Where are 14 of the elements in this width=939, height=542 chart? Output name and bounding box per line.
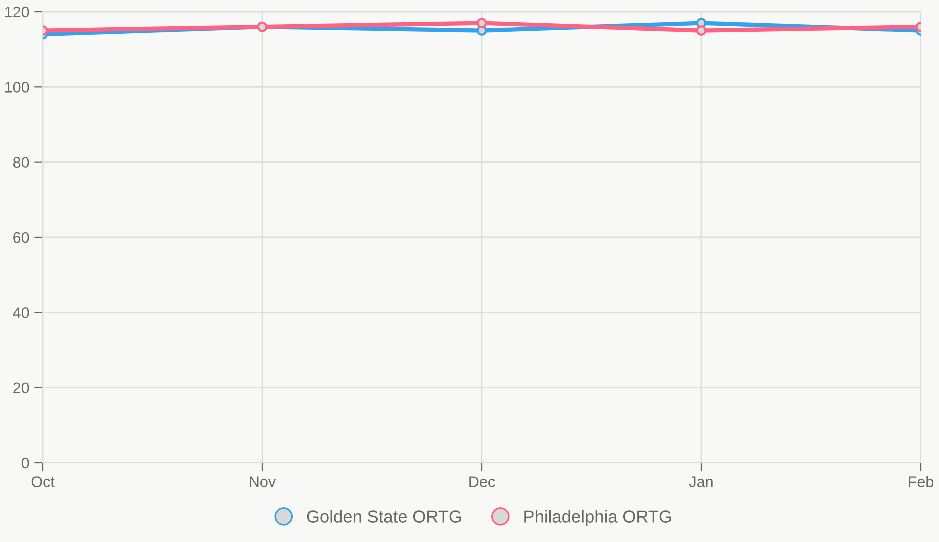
legend-label: Golden State ORTG xyxy=(307,510,462,523)
y-tick-label: 100 xyxy=(5,82,30,93)
x-tick-label: Feb xyxy=(909,476,934,488)
y-tick-label: 0 xyxy=(22,458,30,469)
x-tick-label: Jan xyxy=(689,476,713,488)
x-tick-label: Dec xyxy=(470,476,496,488)
legend-label: Philadelphia ORTG xyxy=(524,510,672,526)
y-tick-label: 80 xyxy=(13,157,30,168)
y-tick-label: 20 xyxy=(14,382,30,394)
y-tick-label: 60 xyxy=(14,232,30,244)
x-tick-label: Oct xyxy=(32,476,55,488)
x-tick-label: Nov xyxy=(250,476,276,488)
y-tick-label: 40 xyxy=(13,308,30,318)
y-tick-label: 120 xyxy=(5,6,30,18)
